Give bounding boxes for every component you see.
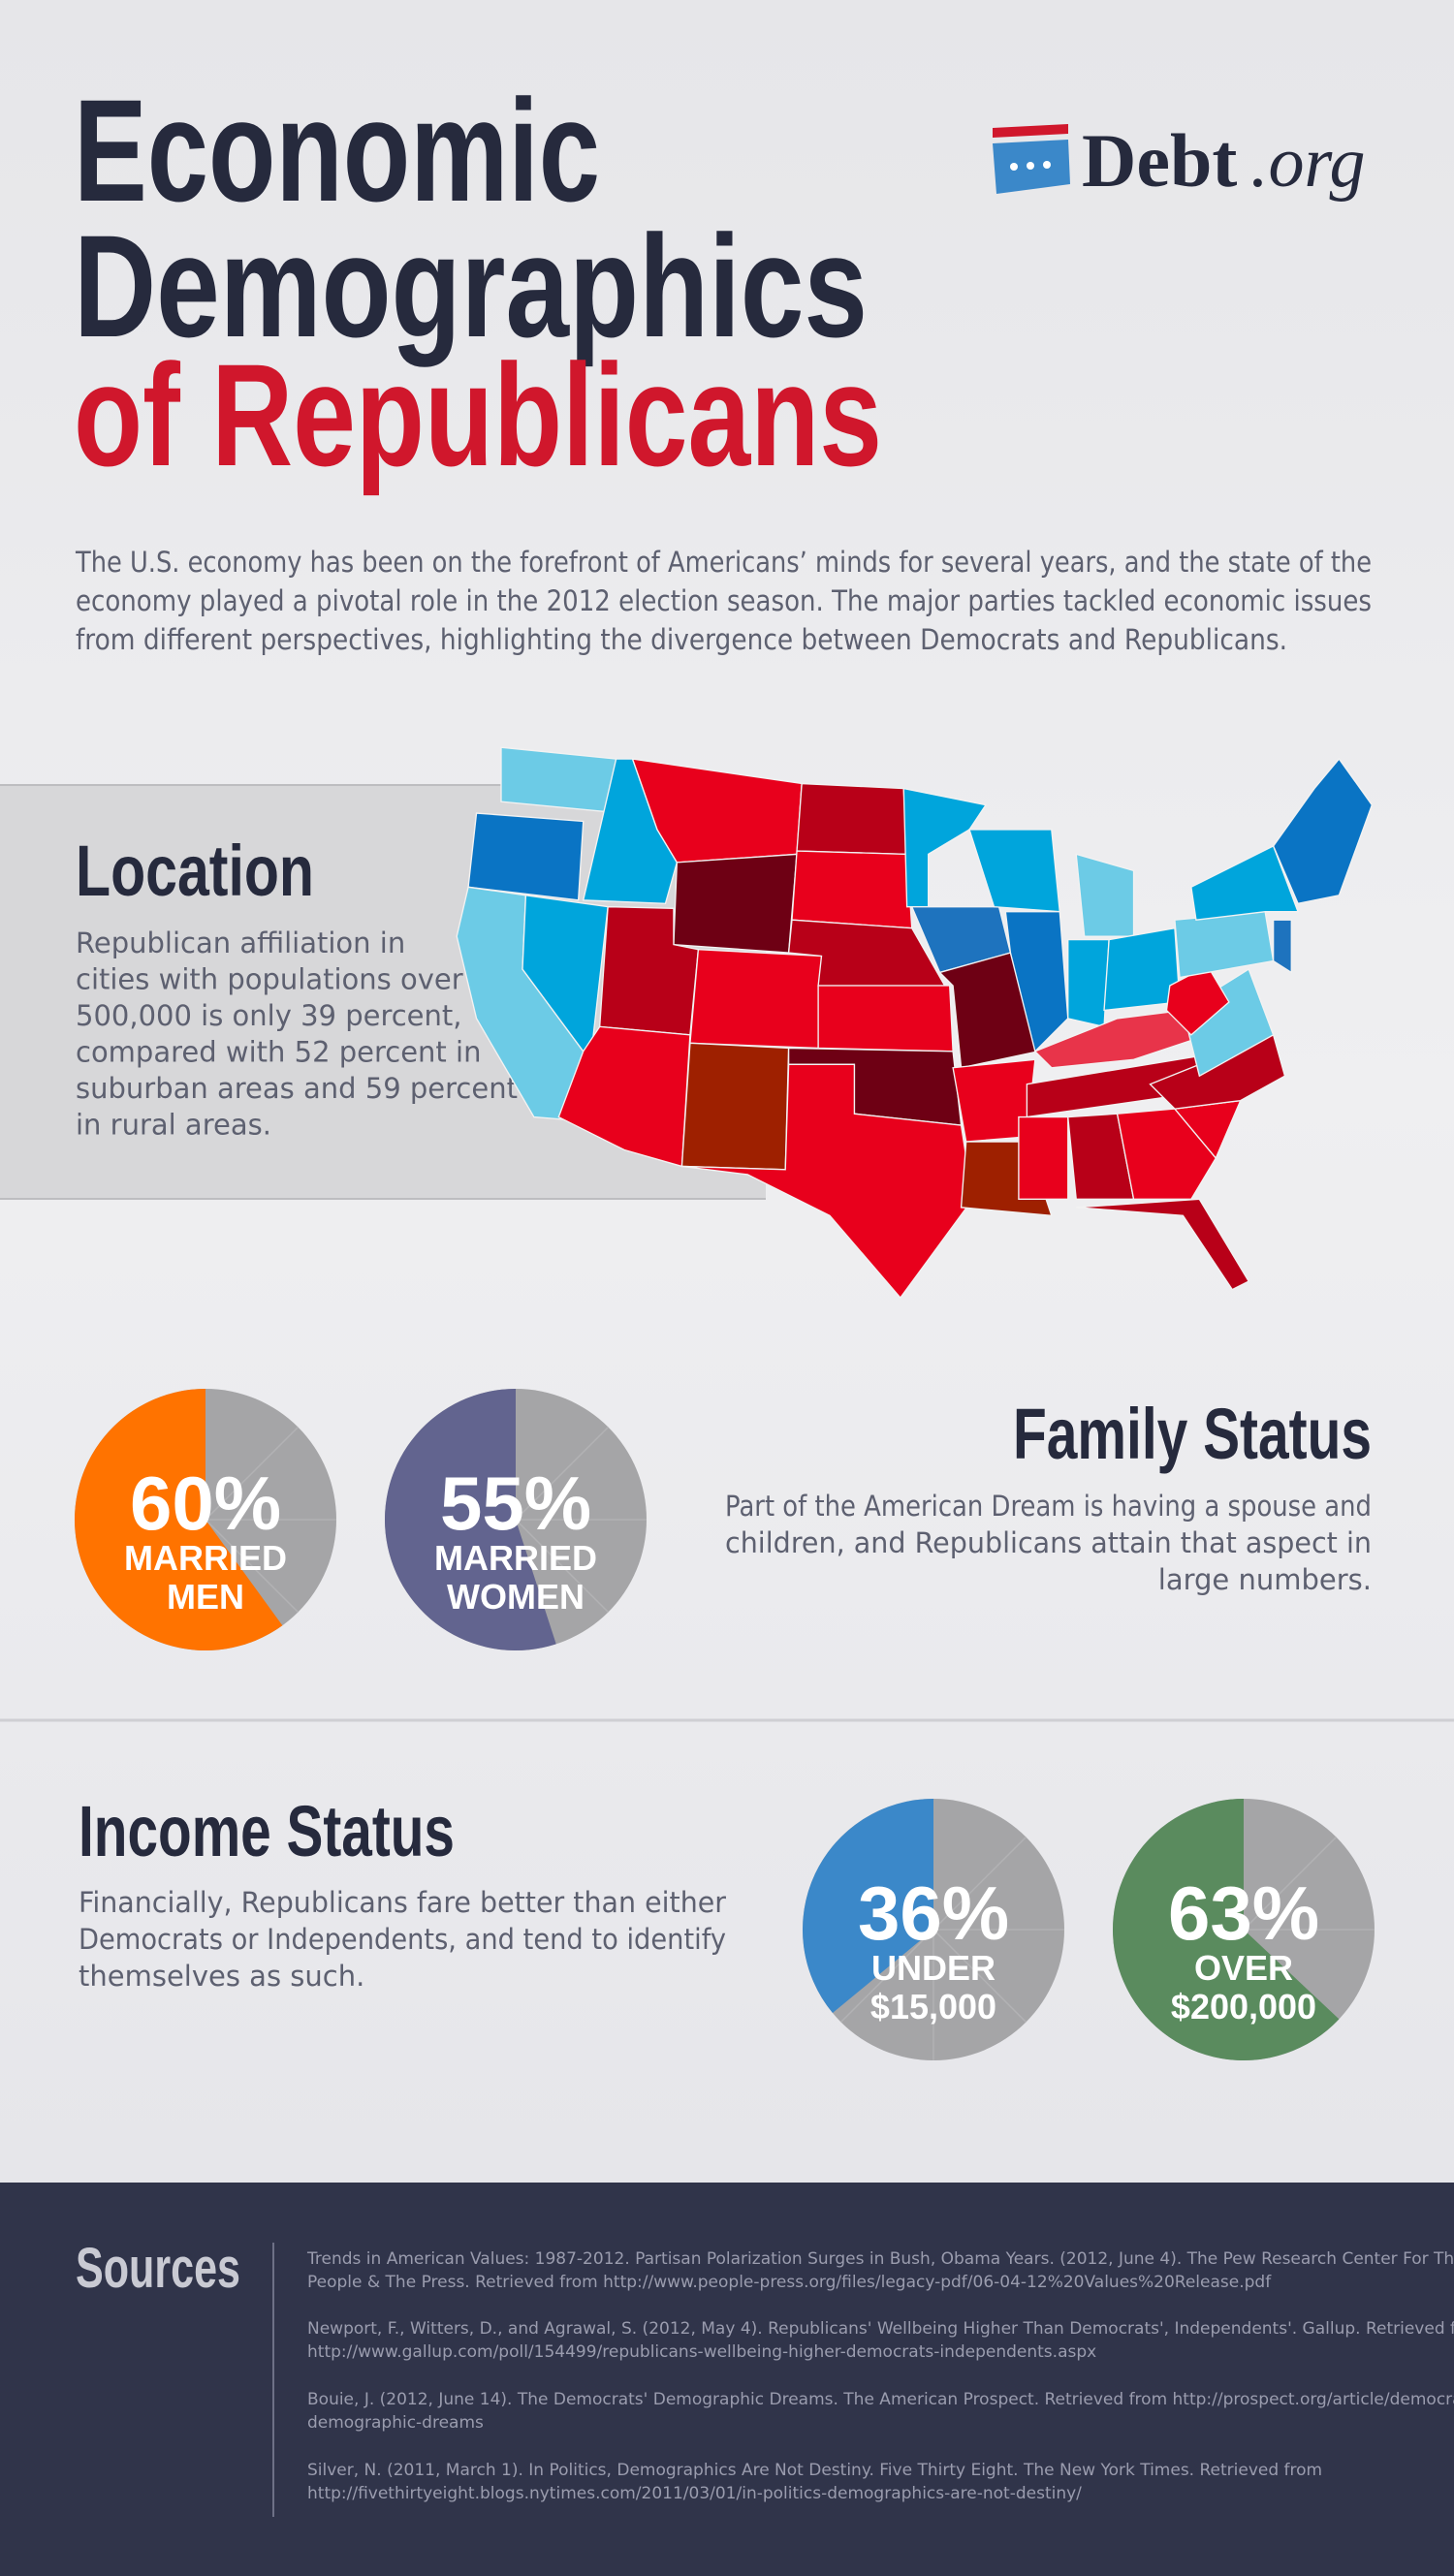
title-line: of Republicans (74, 333, 882, 496)
intro-line: economy played a pivotal role in the 201… (76, 584, 1372, 617)
state (1272, 919, 1292, 974)
paragraph-line: themselves as such. (79, 1960, 364, 1993)
pie-label: UNDER (871, 1948, 996, 1988)
source-line: Bouie, J. (2012, June 14). The Democrats… (307, 2390, 1454, 2409)
paragraph-line: large numbers. (1158, 1563, 1372, 1596)
source-line: http://fivethirtyeight.blogs.nytimes.com… (307, 2484, 1082, 2503)
source-line: demographic-dreams (307, 2413, 484, 2433)
pie-wedge (803, 1799, 933, 2014)
paragraph-line: Democrats or Independents, and tend to i… (79, 1923, 726, 1956)
section-title: Location (76, 831, 314, 911)
state (680, 1042, 790, 1171)
paragraph-line: 500,000 is only 39 percent, (76, 999, 462, 1032)
state (902, 787, 988, 908)
state (1182, 968, 1275, 1078)
pie-divider (932, 1929, 1027, 2023)
logo: Debt .org (993, 118, 1366, 203)
pie-divider (932, 1837, 1027, 1931)
footer (0, 2183, 1454, 2576)
paragraph-line: Part of the American Dream is having a s… (725, 1490, 1372, 1523)
logo-star (1043, 161, 1051, 169)
pie-label: OVER (1194, 1948, 1293, 1988)
state (500, 746, 622, 814)
pie-value: 36% (858, 1870, 1009, 1956)
paragraph-line: cities with populations over (76, 963, 463, 996)
pie-value: 63% (1168, 1870, 1319, 1956)
pie-value: 55% (440, 1461, 591, 1546)
intro-line: The U.S. economy has been on the forefro… (75, 546, 1372, 579)
source-line: Silver, N. (2011, March 1). In Politics,… (307, 2461, 1322, 2480)
pie-label: WOMEN (447, 1577, 585, 1617)
pie-divider (840, 1929, 934, 2023)
paragraph-line: Republican affiliation in (76, 927, 405, 959)
logo-star (1027, 162, 1034, 170)
logo-text: Debt (1082, 118, 1237, 203)
paragraph-line: Financially, Republicans fare better tha… (79, 1886, 726, 1919)
section-title: Family Status (1013, 1394, 1372, 1474)
logo-suffix: .org (1250, 123, 1366, 203)
paragraph-line: compared with 52 percent in (76, 1036, 481, 1069)
pie-divider (515, 1427, 609, 1521)
state (796, 782, 908, 856)
pie-divider (515, 1519, 609, 1613)
section-title: Income Status (79, 1791, 455, 1871)
pie-value: 60% (130, 1461, 281, 1546)
pie-wedge (384, 1389, 556, 1651)
source-line: Trends in American Values: 1987-2012. Pa… (306, 2249, 1454, 2269)
logo-stripe (993, 124, 1068, 138)
state (938, 952, 1040, 1069)
state (673, 853, 798, 954)
pie-divider (205, 1519, 299, 1613)
paragraph-line: children, and Republicans attain that as… (725, 1526, 1372, 1559)
us-map (456, 746, 1374, 1300)
title-line: Economic (74, 69, 600, 232)
state (689, 948, 823, 1050)
state (1116, 1108, 1217, 1201)
pie-label: MARRIED (124, 1538, 287, 1578)
source-line: http://www.gallup.com/poll/154499/republ… (307, 2342, 1096, 2362)
pie-divider (205, 1427, 299, 1521)
state (467, 812, 585, 901)
sources-title: Sources (76, 2237, 240, 2300)
pie-label: $15,000 (870, 1987, 996, 2026)
pie-wedge (75, 1389, 283, 1650)
pie-label: MEN (167, 1577, 244, 1617)
pie-label: $200,000 (1171, 1987, 1316, 2026)
logo-star (1010, 163, 1018, 171)
state (817, 985, 954, 1052)
state (1018, 1115, 1069, 1201)
state (557, 1025, 691, 1168)
pie-label: MARRIED (434, 1538, 597, 1578)
paragraph-line: in rural areas. (76, 1109, 271, 1142)
state (681, 1063, 974, 1300)
title-line: Demographics (74, 204, 868, 367)
state (1076, 1198, 1250, 1291)
state (1067, 938, 1110, 1028)
source-line: Newport, F., Witters, D., and Agrawal, S… (307, 2319, 1454, 2339)
state (791, 850, 913, 929)
paragraph-line: suburban areas and 59 percent (76, 1072, 518, 1105)
pie-wedge (1112, 1799, 1340, 2061)
pie-divider (1243, 1837, 1337, 1931)
state (1272, 757, 1374, 905)
state (1004, 911, 1069, 1053)
intro-line: from different perspectives, highlightin… (76, 623, 1287, 656)
source-line: People & The Press. Retrieved from http:… (307, 2273, 1272, 2292)
state (1190, 844, 1300, 921)
